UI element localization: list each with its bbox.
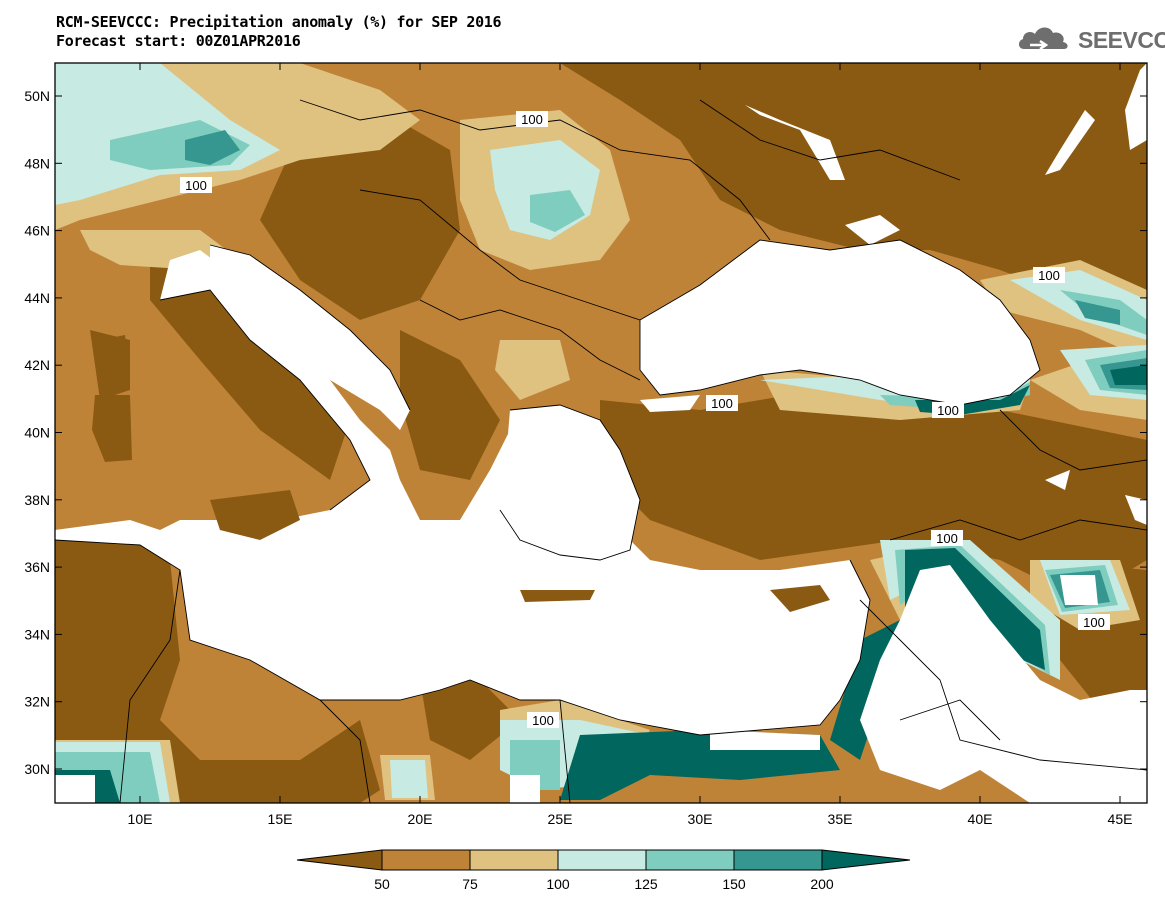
missing-data-regions bbox=[55, 63, 1147, 803]
contour-label: 100 bbox=[1038, 268, 1060, 283]
lat-tick-label: 46N bbox=[24, 223, 50, 239]
colorbar-segment bbox=[645, 849, 735, 871]
seevccc-logo: SEEVCCC bbox=[1016, 21, 1165, 55]
lon-tick-label: 10E bbox=[128, 811, 153, 827]
colorbar-upper-extension bbox=[821, 849, 911, 871]
latitude-axis: 50N 48N 46N 44N 42N 40N 38N 36N 34N 32N 30N bbox=[24, 88, 1147, 777]
contour-label: 100 bbox=[711, 396, 733, 411]
contour-label: 100 bbox=[937, 403, 959, 418]
lon-tick-label: 40E bbox=[968, 811, 993, 827]
sea-areas bbox=[55, 215, 1040, 735]
lat-tick-label: 50N bbox=[24, 88, 50, 104]
lat-tick-label: 48N bbox=[24, 155, 50, 171]
lat-tick-label: 36N bbox=[24, 559, 50, 575]
lat-tick-label: 30N bbox=[24, 761, 50, 777]
contour-label: 100 bbox=[1083, 615, 1105, 630]
forecast-start-label: Forecast start: 00Z01APR2016 bbox=[56, 32, 301, 50]
contour-label: 100 bbox=[532, 713, 554, 728]
colorbar-segment bbox=[557, 849, 647, 871]
colorbar-label: 75 bbox=[462, 876, 478, 892]
lon-tick-label: 35E bbox=[828, 811, 853, 827]
colorbar-lower-extension bbox=[296, 849, 383, 871]
lat-tick-label: 38N bbox=[24, 492, 50, 508]
lat-tick-label: 32N bbox=[24, 694, 50, 710]
chart-title: RCM-SEEVCCC: Precipitation anomaly (%) f… bbox=[56, 13, 502, 31]
lat-tick-label: 34N bbox=[24, 626, 50, 642]
lat-tick-label: 42N bbox=[24, 357, 50, 373]
colorbar: 50 75 100 125 150 200 bbox=[296, 849, 911, 892]
map-field: 100 100 100 100 100 100 100 100 bbox=[55, 63, 1147, 803]
colorbar-segment bbox=[469, 849, 559, 871]
longitude-axis: 10E 15E 20E 25E 30E 35E 40E 45E bbox=[128, 63, 1133, 827]
lat-tick-label: 40N bbox=[24, 425, 50, 441]
lon-tick-label: 25E bbox=[548, 811, 573, 827]
lon-tick-label: 30E bbox=[688, 811, 713, 827]
lon-tick-label: 20E bbox=[408, 811, 433, 827]
colorbar-label: 100 bbox=[546, 876, 570, 892]
colorbar-label: 50 bbox=[374, 876, 390, 892]
cloud-icon bbox=[1018, 27, 1068, 51]
colorbar-segment bbox=[733, 849, 823, 871]
islands bbox=[92, 335, 830, 612]
lon-tick-label: 15E bbox=[268, 811, 293, 827]
colorbar-segment bbox=[381, 849, 471, 871]
contour-label: 100 bbox=[185, 178, 207, 193]
contour-label: 100 bbox=[936, 531, 958, 546]
colorbar-label: 200 bbox=[810, 876, 834, 892]
borders bbox=[55, 99, 1147, 803]
lon-tick-label: 45E bbox=[1108, 811, 1133, 827]
logo-text: SEEVCCC bbox=[1078, 27, 1165, 53]
contour-label: 100 bbox=[521, 112, 543, 127]
colorbar-label: 150 bbox=[722, 876, 746, 892]
colorbar-label: 125 bbox=[634, 876, 658, 892]
contour-labels: 100 100 100 100 100 100 100 100 bbox=[180, 111, 1110, 728]
lat-tick-label: 44N bbox=[24, 290, 50, 306]
